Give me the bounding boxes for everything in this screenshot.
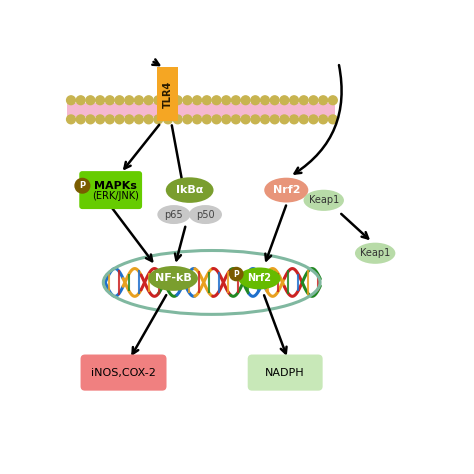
Text: P: P: [233, 270, 239, 279]
Ellipse shape: [238, 267, 281, 289]
Ellipse shape: [355, 243, 395, 264]
Circle shape: [280, 96, 289, 105]
Circle shape: [86, 96, 95, 105]
Text: Nrf2: Nrf2: [247, 273, 272, 283]
Text: p65: p65: [164, 210, 183, 219]
Text: Nrf2: Nrf2: [273, 185, 300, 195]
Circle shape: [212, 115, 221, 124]
Circle shape: [192, 96, 201, 105]
Circle shape: [164, 115, 173, 124]
Circle shape: [125, 96, 134, 105]
Circle shape: [135, 115, 143, 124]
Circle shape: [173, 96, 182, 105]
Circle shape: [76, 115, 85, 124]
Circle shape: [135, 96, 143, 105]
Circle shape: [96, 96, 104, 105]
Text: MAPKs: MAPKs: [94, 181, 137, 191]
Circle shape: [328, 115, 337, 124]
Circle shape: [66, 115, 75, 124]
Circle shape: [309, 115, 318, 124]
Circle shape: [261, 96, 269, 105]
Text: P: P: [79, 181, 85, 190]
Text: NF-kB: NF-kB: [155, 273, 191, 283]
Circle shape: [270, 115, 279, 124]
Circle shape: [192, 115, 201, 124]
Ellipse shape: [166, 177, 213, 203]
Circle shape: [328, 96, 337, 105]
Circle shape: [173, 115, 182, 124]
FancyBboxPatch shape: [79, 171, 142, 209]
Circle shape: [75, 178, 90, 193]
Circle shape: [183, 115, 192, 124]
Circle shape: [96, 115, 104, 124]
Text: IkBα: IkBα: [176, 185, 203, 195]
Circle shape: [231, 96, 240, 105]
Text: (ERK/JNK): (ERK/JNK): [91, 191, 138, 201]
Circle shape: [202, 115, 211, 124]
Circle shape: [270, 96, 279, 105]
Circle shape: [125, 115, 134, 124]
Circle shape: [231, 115, 240, 124]
Circle shape: [76, 96, 85, 105]
Text: TLR4: TLR4: [163, 81, 173, 108]
Text: NADPH: NADPH: [265, 368, 305, 378]
Circle shape: [222, 115, 230, 124]
Text: iNOS,COX-2: iNOS,COX-2: [91, 368, 156, 378]
Circle shape: [319, 115, 328, 124]
Circle shape: [300, 115, 308, 124]
Circle shape: [183, 96, 192, 105]
Ellipse shape: [189, 205, 222, 224]
Circle shape: [144, 115, 153, 124]
Circle shape: [300, 96, 308, 105]
Circle shape: [202, 96, 211, 105]
Ellipse shape: [148, 266, 198, 291]
Circle shape: [115, 115, 124, 124]
Circle shape: [212, 96, 221, 105]
Circle shape: [280, 115, 289, 124]
Ellipse shape: [303, 190, 344, 211]
Circle shape: [115, 96, 124, 105]
Circle shape: [290, 96, 299, 105]
FancyBboxPatch shape: [66, 103, 335, 117]
Ellipse shape: [264, 178, 308, 202]
Text: Keap1: Keap1: [309, 195, 339, 205]
FancyBboxPatch shape: [248, 355, 323, 391]
Circle shape: [290, 115, 299, 124]
Text: p50: p50: [196, 210, 215, 219]
Circle shape: [154, 115, 163, 124]
Circle shape: [230, 267, 243, 281]
Circle shape: [261, 115, 269, 124]
Circle shape: [154, 96, 163, 105]
Circle shape: [251, 115, 260, 124]
Circle shape: [251, 96, 260, 105]
Circle shape: [319, 96, 328, 105]
Circle shape: [105, 96, 114, 105]
Circle shape: [86, 115, 95, 124]
FancyBboxPatch shape: [157, 67, 178, 121]
Ellipse shape: [157, 205, 191, 224]
Circle shape: [241, 96, 250, 105]
Circle shape: [241, 115, 250, 124]
Text: Keap1: Keap1: [360, 248, 390, 258]
Circle shape: [164, 96, 173, 105]
FancyBboxPatch shape: [81, 355, 166, 391]
Circle shape: [105, 115, 114, 124]
Circle shape: [144, 96, 153, 105]
Circle shape: [222, 96, 230, 105]
Circle shape: [309, 96, 318, 105]
Circle shape: [66, 96, 75, 105]
